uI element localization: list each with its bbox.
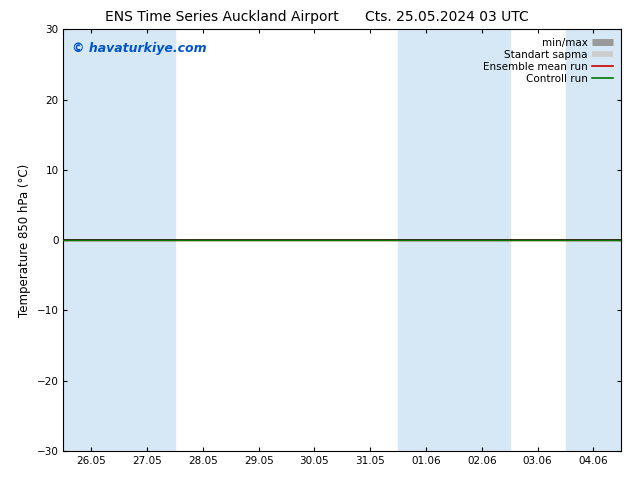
Bar [398, 29, 510, 451]
Bar [63, 29, 175, 451]
Y-axis label: Temperature 850 hPa (°C): Temperature 850 hPa (°C) [18, 164, 31, 317]
Text: ENS Time Series Auckland Airport      Cts. 25.05.2024 03 UTC: ENS Time Series Auckland Airport Cts. 25… [105, 10, 529, 24]
Text: © havaturkiye.com: © havaturkiye.com [72, 42, 207, 55]
Bar [566, 29, 621, 451]
Legend: min/max, Standart sapma, Ensemble mean run, Controll run: min/max, Standart sapma, Ensemble mean r… [480, 35, 616, 87]
